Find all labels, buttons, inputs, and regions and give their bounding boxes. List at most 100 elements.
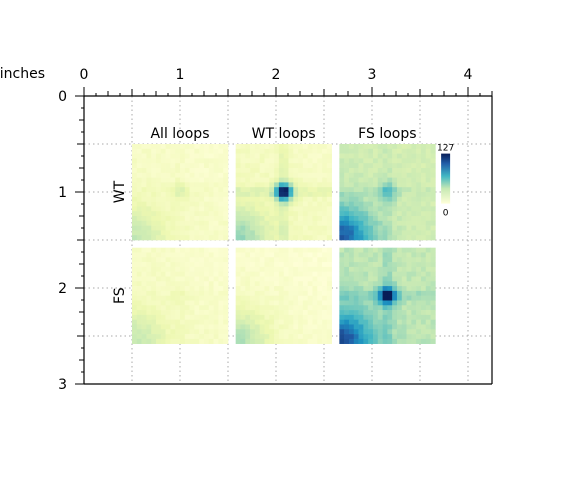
heatmap-cell	[278, 172, 284, 178]
heatmap-cell	[199, 182, 205, 188]
heatmap-cell	[339, 305, 345, 311]
heatmap-cell	[363, 177, 369, 183]
heatmap-cell	[387, 324, 393, 330]
heatmap-cell	[339, 187, 345, 193]
heatmap-cell	[406, 206, 412, 212]
heatmap-cell	[358, 177, 364, 183]
heatmap-cell	[302, 163, 308, 169]
heatmap-cell	[213, 158, 219, 164]
heatmap-cell	[322, 196, 328, 202]
heatmap-cell	[298, 310, 304, 316]
heatmap-cell	[264, 310, 270, 316]
heatmap-cell	[401, 286, 407, 292]
heatmap-cell	[240, 310, 246, 316]
heatmap-cell	[326, 319, 332, 325]
heatmap-cell	[406, 290, 412, 296]
heatmap-cell	[377, 148, 383, 154]
heatmap-cell	[302, 230, 308, 236]
heatmap-cell	[269, 168, 275, 174]
heatmap-cell	[358, 334, 364, 340]
heatmap-cell	[269, 148, 275, 154]
heatmap-cell	[170, 163, 176, 169]
heatmap-cell	[240, 281, 246, 287]
heatmap-cell	[259, 266, 265, 272]
heatmap-cell	[372, 334, 379, 340]
heatmap-cell	[288, 177, 294, 183]
heatmap-cell	[425, 182, 431, 188]
heatmap-cell	[218, 168, 224, 174]
heatmap-cell	[189, 148, 195, 154]
heatmap-cell	[298, 319, 304, 325]
heatmap-cell	[344, 235, 350, 241]
heatmap-cell	[146, 211, 152, 217]
heatmap-cell	[307, 187, 313, 193]
heatmap-cell	[194, 168, 200, 174]
heatmap-cell	[204, 334, 210, 340]
heatmap-cell	[298, 266, 304, 272]
heatmap-cell	[392, 286, 398, 292]
heatmap-cell	[425, 281, 431, 287]
heatmap-cell	[204, 235, 210, 241]
heatmap-cell	[160, 271, 166, 277]
heatmap-cell	[322, 235, 328, 241]
y-tick-label: 2	[58, 281, 67, 297]
heatmap-cell	[363, 310, 369, 316]
heatmap-cell	[136, 310, 142, 316]
heatmap-cell	[165, 206, 171, 212]
heatmap-cell	[344, 300, 350, 306]
heatmap-cell	[151, 286, 157, 292]
heatmap-cell	[406, 314, 412, 320]
heatmap-cell	[293, 271, 299, 277]
heatmap-cell	[240, 230, 246, 236]
heatmap-cell	[411, 225, 417, 231]
heatmap-cell	[184, 144, 190, 150]
heatmap-cell	[396, 338, 403, 344]
heatmap-cell	[278, 158, 284, 164]
heatmap-cell	[363, 290, 369, 296]
heatmap-cell	[160, 257, 166, 263]
heatmap-cell	[416, 201, 422, 207]
heatmap-cell	[382, 266, 388, 272]
heatmap-cell	[151, 177, 157, 183]
heatmap-cell	[363, 324, 369, 330]
heatmap-cell	[420, 271, 427, 277]
heatmap-cell	[259, 148, 265, 154]
heatmap-cell	[170, 187, 176, 193]
heatmap-cell	[160, 216, 166, 222]
heatmap-cell	[358, 281, 364, 287]
heatmap-cell	[213, 182, 219, 188]
heatmap-cell	[396, 295, 403, 301]
heatmap-cell	[213, 324, 219, 330]
heatmap-cell	[245, 211, 251, 217]
heatmap-cell	[368, 257, 374, 263]
heatmap-cell	[401, 290, 407, 296]
heatmap-cell	[254, 172, 260, 178]
heatmap-cell	[372, 163, 379, 169]
heatmap-cell	[264, 305, 270, 311]
heatmap-cell	[274, 257, 280, 263]
heatmap-cell	[254, 295, 260, 301]
heatmap-cell	[288, 300, 294, 306]
heatmap-cell	[406, 230, 412, 236]
heatmap-cell	[401, 276, 407, 282]
heatmap-cell	[406, 295, 412, 301]
heatmap-cell	[283, 168, 289, 174]
heatmap-cell	[401, 158, 407, 164]
heatmap-cell	[322, 324, 328, 330]
heatmap-cell	[165, 324, 171, 330]
heatmap-cell	[326, 305, 332, 311]
heatmap-cell	[368, 201, 374, 207]
heatmap-cell	[283, 329, 289, 335]
heatmap-cell	[312, 220, 318, 226]
heatmap-cell	[387, 158, 393, 164]
heatmap-cell	[430, 144, 436, 150]
heatmap-cell	[430, 266, 436, 272]
heatmap-cell	[204, 144, 210, 150]
heatmap-cell	[274, 177, 280, 183]
heatmap-cell	[259, 206, 265, 212]
heatmap-cell	[213, 257, 219, 263]
heatmap-cell	[208, 286, 214, 292]
heatmap-cell	[353, 196, 359, 202]
heatmap-panel	[132, 144, 229, 241]
heatmap-cell	[288, 252, 294, 258]
